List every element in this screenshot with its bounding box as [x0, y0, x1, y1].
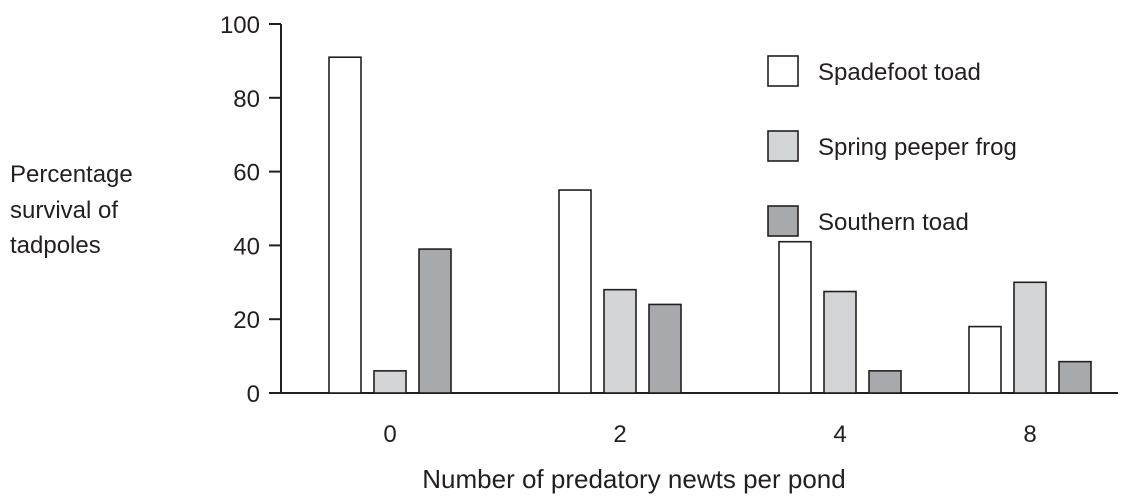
y-axis-label-line-3: tadpoles [10, 232, 101, 259]
x-tick-label: 0 [383, 421, 396, 448]
y-tick-labels: 0 20 40 60 80 100 [220, 12, 260, 408]
bar-southern-toad-8 [1058, 360, 1092, 394]
y-axis-label-line-1: Percentage [10, 161, 133, 188]
x-tick-labels: 0 2 4 8 [383, 421, 1036, 448]
bar-spadefoot-toad-2 [558, 189, 592, 394]
x-tick-label: 4 [833, 421, 846, 448]
y-tick-label: 0 [247, 381, 260, 408]
legend-label-southern-toad: Southern toad [818, 209, 969, 236]
y-axis-label-line-2: survival of [10, 197, 118, 224]
bar-spadefoot-toad-0 [328, 56, 362, 394]
y-tick-label: 100 [220, 12, 260, 39]
bar-spring-peeper-frog-8 [1013, 281, 1047, 394]
y-tick-label: 60 [233, 160, 260, 187]
bar-spring-peeper-frog-2 [603, 288, 637, 394]
legend-label-spring-peeper-frog: Spring peeper frog [818, 134, 1017, 161]
bar-southern-toad-4 [868, 370, 902, 394]
x-tick-label: 2 [613, 421, 626, 448]
bar-spadefoot-toad-8 [968, 325, 1002, 394]
bar-southern-toad-2 [648, 303, 682, 394]
legend-swatch-southern-toad [767, 205, 799, 237]
x-axis-label: Number of predatory newts per pond [422, 464, 845, 494]
bar-spring-peeper-frog-4 [823, 290, 857, 394]
legend: Spadefoot toad Spring peeper frog Southern… [767, 55, 1017, 237]
y-tick-label: 20 [233, 307, 260, 334]
bar-southern-toad-0 [418, 248, 452, 394]
y-tick-label: 40 [233, 233, 260, 260]
bar-spadefoot-toad-4 [778, 240, 812, 394]
y-tick-label: 80 [233, 86, 260, 113]
x-tick-label: 8 [1023, 421, 1036, 448]
bar-spring-peeper-frog-0 [373, 370, 407, 394]
bars [328, 56, 1092, 394]
legend-swatch-spadefoot-toad [767, 55, 799, 87]
legend-swatch-spring-peeper-frog [767, 130, 799, 162]
legend-label-spadefoot-toad: Spadefoot toad [818, 59, 981, 86]
